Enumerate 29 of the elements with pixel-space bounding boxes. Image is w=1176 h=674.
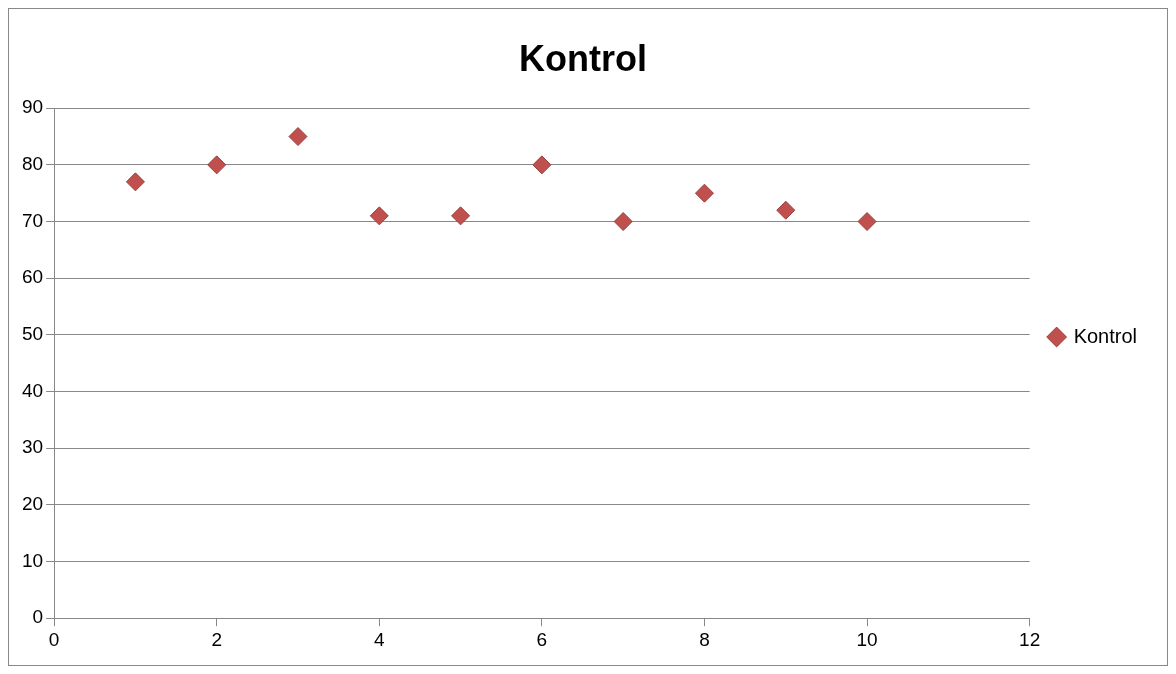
y-tick-label: 80 bbox=[21, 153, 44, 175]
y-tick-label: 90 bbox=[21, 96, 44, 118]
point bbox=[857, 212, 877, 232]
y-tick-label: 50 bbox=[21, 323, 44, 345]
x-tick-label: 4 bbox=[374, 628, 386, 650]
y-tick-label: 20 bbox=[21, 493, 44, 515]
chart-title: Kontrol bbox=[519, 37, 647, 79]
y-tick-label: 70 bbox=[21, 209, 44, 231]
point bbox=[369, 206, 389, 226]
point bbox=[613, 212, 633, 232]
point bbox=[207, 155, 227, 175]
y-tick-label: 60 bbox=[21, 266, 44, 288]
y-tick-label: 10 bbox=[21, 549, 44, 571]
x-tick-label: 12 bbox=[1019, 628, 1041, 650]
x-tick-label: 0 bbox=[48, 628, 60, 650]
y-tick-label: 40 bbox=[21, 379, 44, 401]
y-tick-label: 0 bbox=[32, 606, 44, 628]
point bbox=[125, 172, 145, 192]
x-tick-label: 2 bbox=[211, 628, 223, 650]
point bbox=[451, 206, 471, 226]
point bbox=[532, 155, 552, 175]
point bbox=[776, 200, 796, 220]
legend-label: Kontrol bbox=[1073, 324, 1138, 347]
point bbox=[288, 127, 308, 147]
y-tick-label: 30 bbox=[21, 436, 44, 458]
point bbox=[694, 183, 714, 203]
x-tick-label: 8 bbox=[699, 628, 710, 650]
x-tick-label: 10 bbox=[856, 628, 878, 650]
x-tick-label: 6 bbox=[536, 628, 548, 650]
